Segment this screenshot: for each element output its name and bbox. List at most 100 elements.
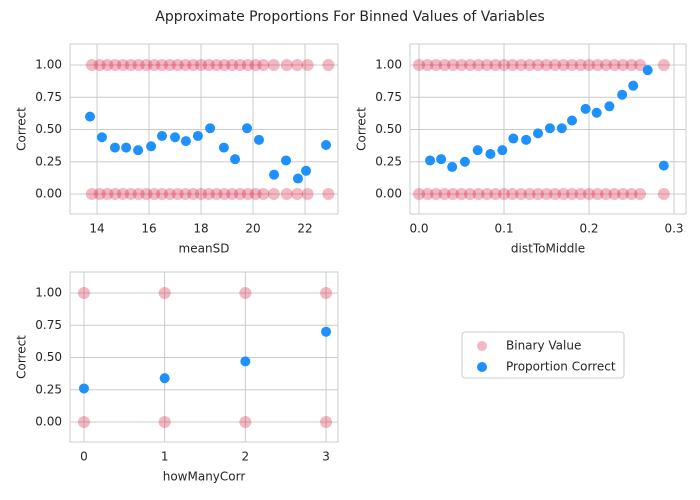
proportion-point — [642, 65, 653, 76]
binary-point — [634, 188, 647, 201]
binary-point — [239, 287, 252, 300]
binary-point — [600, 188, 613, 201]
proportion-point — [628, 80, 639, 91]
binary-point — [574, 188, 587, 201]
binary-point — [421, 188, 434, 201]
y-tick-label: 0.25 — [35, 154, 62, 168]
binary-point — [540, 188, 553, 201]
binary-point — [532, 59, 545, 72]
binary-point — [591, 59, 604, 72]
proportion-point — [96, 132, 107, 143]
binary-point — [187, 59, 200, 72]
binary-point — [101, 188, 114, 201]
proportion-point — [321, 139, 332, 150]
x-tick-label: 20 — [245, 222, 260, 236]
binary-point — [320, 287, 333, 300]
y-tick-label: 0.75 — [375, 90, 402, 104]
proportion-point — [205, 123, 216, 134]
proportion-point — [78, 383, 89, 394]
binary-point — [481, 59, 494, 72]
y-tick-label: 0.00 — [35, 187, 62, 201]
proportion-point — [242, 123, 253, 134]
binary-point — [523, 188, 536, 201]
binary-point — [158, 416, 171, 429]
binary-point — [195, 188, 208, 201]
proportion-point — [253, 134, 264, 145]
binary-point — [171, 188, 184, 201]
binary-point — [210, 59, 223, 72]
binary-point — [158, 287, 171, 300]
proportion-point — [591, 107, 602, 118]
binary-point — [625, 188, 638, 201]
binary-point — [218, 59, 231, 72]
proportion-point — [321, 326, 332, 337]
binary-point — [413, 59, 426, 72]
binary-point — [280, 188, 293, 201]
binary-point — [455, 188, 468, 201]
proportion-point — [533, 128, 544, 139]
plot-area — [69, 43, 339, 215]
binary-point — [210, 188, 223, 201]
binary-point — [101, 59, 114, 72]
proportion-point — [567, 115, 578, 126]
binary-point — [179, 188, 192, 201]
binary-point — [549, 59, 562, 72]
proportion-point — [230, 154, 241, 165]
proportion-point — [617, 89, 628, 100]
y-tick-label: 0.25 — [35, 382, 62, 396]
proportion-point — [109, 142, 120, 153]
binary-point — [566, 59, 579, 72]
binary-point — [600, 59, 613, 72]
binary-point — [85, 188, 98, 201]
binary-point — [322, 59, 335, 72]
y-tick-label: 0.25 — [375, 154, 402, 168]
binary-point — [241, 59, 254, 72]
x-tick-label: 18 — [193, 222, 208, 236]
binary-point — [657, 188, 670, 201]
legend-label: Binary Value — [506, 339, 581, 353]
legend-marker — [477, 341, 487, 351]
x-tick-label: 0.3 — [664, 222, 683, 236]
binary-point — [267, 59, 280, 72]
proportion-point — [159, 373, 170, 384]
binary-point — [489, 188, 502, 201]
figure-title: Approximate Proportions For Binned Value… — [155, 9, 544, 25]
binary-point — [249, 188, 262, 201]
binary-point — [515, 188, 528, 201]
binary-point — [140, 188, 153, 201]
binary-point — [249, 59, 262, 72]
proportion-point — [146, 141, 157, 152]
binary-point — [608, 59, 621, 72]
binary-point — [532, 188, 545, 201]
binary-point — [93, 59, 106, 72]
subplot: 0 1 2 3 0.00 0.25 0.50 0.75 1.00 howManyCorr Corre… — [15, 271, 339, 484]
x-tick-label: 2 — [242, 450, 250, 464]
proportion-point — [292, 173, 303, 184]
x-tick-label: 16 — [141, 222, 156, 236]
x-tick-label: 0.1 — [494, 222, 513, 236]
binary-point — [132, 59, 145, 72]
proportion-point — [157, 130, 168, 141]
x-tick-label: 0 — [80, 450, 88, 464]
binary-point — [163, 188, 176, 201]
x-tick-label: 0.2 — [579, 222, 598, 236]
proportion-point — [459, 156, 470, 167]
binary-point — [202, 188, 215, 201]
x-tick-label: 22 — [297, 222, 312, 236]
binary-point — [148, 188, 161, 201]
binary-point — [179, 59, 192, 72]
proportion-point — [269, 169, 280, 180]
binary-point — [557, 188, 570, 201]
binary-point — [591, 188, 604, 201]
binary-point — [291, 59, 304, 72]
x-axis-label: distToMiddle — [511, 242, 585, 256]
binary-point — [132, 188, 145, 201]
y-tick-label: 0.50 — [35, 350, 62, 364]
proportion-point — [447, 161, 458, 172]
binary-point — [447, 59, 460, 72]
binary-point — [557, 59, 570, 72]
proportion-point — [218, 142, 229, 153]
y-axis-label: Correct — [15, 107, 29, 151]
